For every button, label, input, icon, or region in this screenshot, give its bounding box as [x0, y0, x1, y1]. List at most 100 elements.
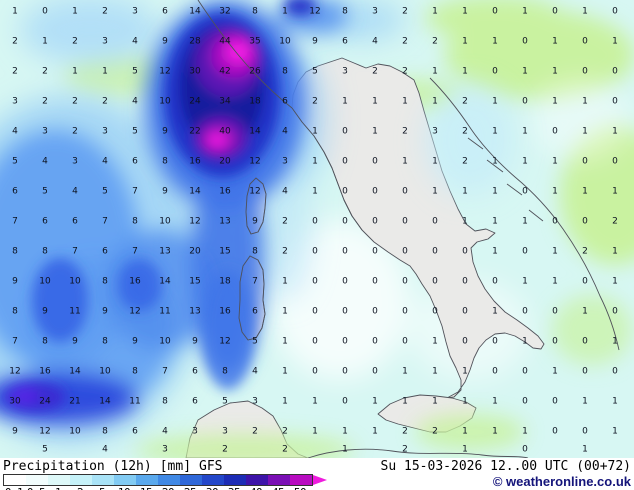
map-value: 9: [252, 216, 258, 227]
balkan-islands: [467, 137, 544, 222]
map-value: 0: [372, 366, 378, 377]
map-value: 0: [522, 306, 528, 317]
map-value: 6: [132, 426, 138, 437]
map-value: 8: [342, 6, 348, 17]
map-value: 0: [552, 306, 558, 317]
map-value: 0: [522, 96, 528, 107]
map-value: 42: [219, 66, 231, 77]
map-value: 0: [552, 216, 558, 227]
map-value: 1: [462, 36, 468, 47]
map-value: 9: [12, 276, 18, 287]
map-value: 0: [522, 396, 528, 407]
map-value: 6: [192, 366, 198, 377]
legend-value-label: 45: [267, 487, 289, 490]
map-value: 9: [162, 36, 168, 47]
map-value: 2: [12, 36, 18, 47]
map-value: 3: [72, 156, 78, 167]
map-value: 1: [282, 336, 288, 347]
map-value: 3: [252, 396, 258, 407]
map-value: 4: [282, 126, 288, 137]
map-value: 1: [462, 366, 468, 377]
map-value: 1: [612, 126, 618, 137]
legend-segment: [246, 475, 268, 485]
map-value: 1: [582, 306, 588, 317]
map-value: 9: [42, 306, 48, 317]
map-value: 2: [402, 444, 408, 455]
map-value: 30: [189, 66, 201, 77]
map-value: 10: [69, 426, 81, 437]
map-value: 2: [252, 426, 258, 437]
map-value: 1: [432, 366, 438, 377]
map-value: 1: [582, 6, 588, 17]
map-value: 7: [132, 246, 138, 257]
map-value: 0: [612, 306, 618, 317]
map-value: 28: [189, 36, 201, 47]
map-value: 4: [132, 96, 138, 107]
map-value: 1: [462, 66, 468, 77]
map-value: 10: [159, 96, 171, 107]
map-value: 5: [132, 66, 138, 77]
map-value: 1: [582, 444, 588, 455]
map-value: 1: [492, 306, 498, 317]
map-value: 5: [42, 444, 48, 455]
map-value: 1: [582, 96, 588, 107]
legend-value-label: 0.1: [3, 487, 25, 490]
map-value: 1: [342, 96, 348, 107]
map-value: 9: [162, 186, 168, 197]
map-value: 14: [159, 276, 171, 287]
legend-value-label: 20: [157, 487, 179, 490]
map-value: 18: [249, 96, 261, 107]
map-value: 0: [462, 306, 468, 317]
map-value: 2: [12, 66, 18, 77]
legend-value-label: 10: [113, 487, 135, 490]
map-value: 0: [402, 336, 408, 347]
map-value: 2: [462, 96, 468, 107]
map-value: 1: [492, 246, 498, 257]
map-value: 1: [522, 6, 528, 17]
map-value: 5: [132, 126, 138, 137]
map-value: 2: [462, 126, 468, 137]
map-value: 0: [432, 306, 438, 317]
map-value: 5: [252, 336, 258, 347]
map-area[interactable]: 1 0 1 2 3 6 14 32 8 1 12 8 3 2 1 1 0 1 0 1 0 2 1 2 3 4 9 28 44 35 10 9 6…: [0, 0, 634, 458]
map-value: 4: [372, 36, 378, 47]
precipitation-legend: 0.10.5125101520253035404550: [3, 474, 333, 490]
map-value: 1: [582, 126, 588, 137]
map-value: 14: [69, 366, 81, 377]
legend-segment: [48, 475, 70, 485]
map-value: 1: [612, 36, 618, 47]
map-value: 1: [72, 6, 78, 17]
legend-segment: [70, 475, 92, 485]
map-value: 0: [312, 276, 318, 287]
legend-value-label: 0.5: [25, 487, 47, 490]
map-value: 0: [372, 306, 378, 317]
map-value: 1: [552, 366, 558, 377]
map-value: 0: [42, 6, 48, 17]
map-value: 0: [372, 336, 378, 347]
map-value: 0: [582, 36, 588, 47]
italy-outline-overlay: [291, 107, 363, 231]
map-value: 0: [312, 216, 318, 227]
map-value: 9: [12, 426, 18, 437]
map-value: 1: [372, 396, 378, 407]
map-value: 1: [462, 216, 468, 227]
map-value: 16: [189, 156, 201, 167]
legend-value-label: 2: [69, 487, 91, 490]
map-value: 1: [312, 396, 318, 407]
map-value: 8: [132, 216, 138, 227]
map-value: 7: [12, 216, 18, 227]
africa-coast: [307, 448, 529, 458]
map-value: 0: [372, 276, 378, 287]
map-value: 1: [432, 396, 438, 407]
map-value: 9: [132, 336, 138, 347]
map-value: 8: [102, 276, 108, 287]
map-value: 4: [12, 126, 18, 137]
map-value: 1: [72, 66, 78, 77]
legend-segment: [202, 475, 224, 485]
map-value: 6: [42, 216, 48, 227]
map-value: 0: [612, 366, 618, 377]
map-value: 1: [462, 444, 468, 455]
map-value: 16: [219, 306, 231, 317]
map-value: 4: [162, 426, 168, 437]
copyright-link[interactable]: © weatheronline.co.uk: [492, 474, 631, 489]
